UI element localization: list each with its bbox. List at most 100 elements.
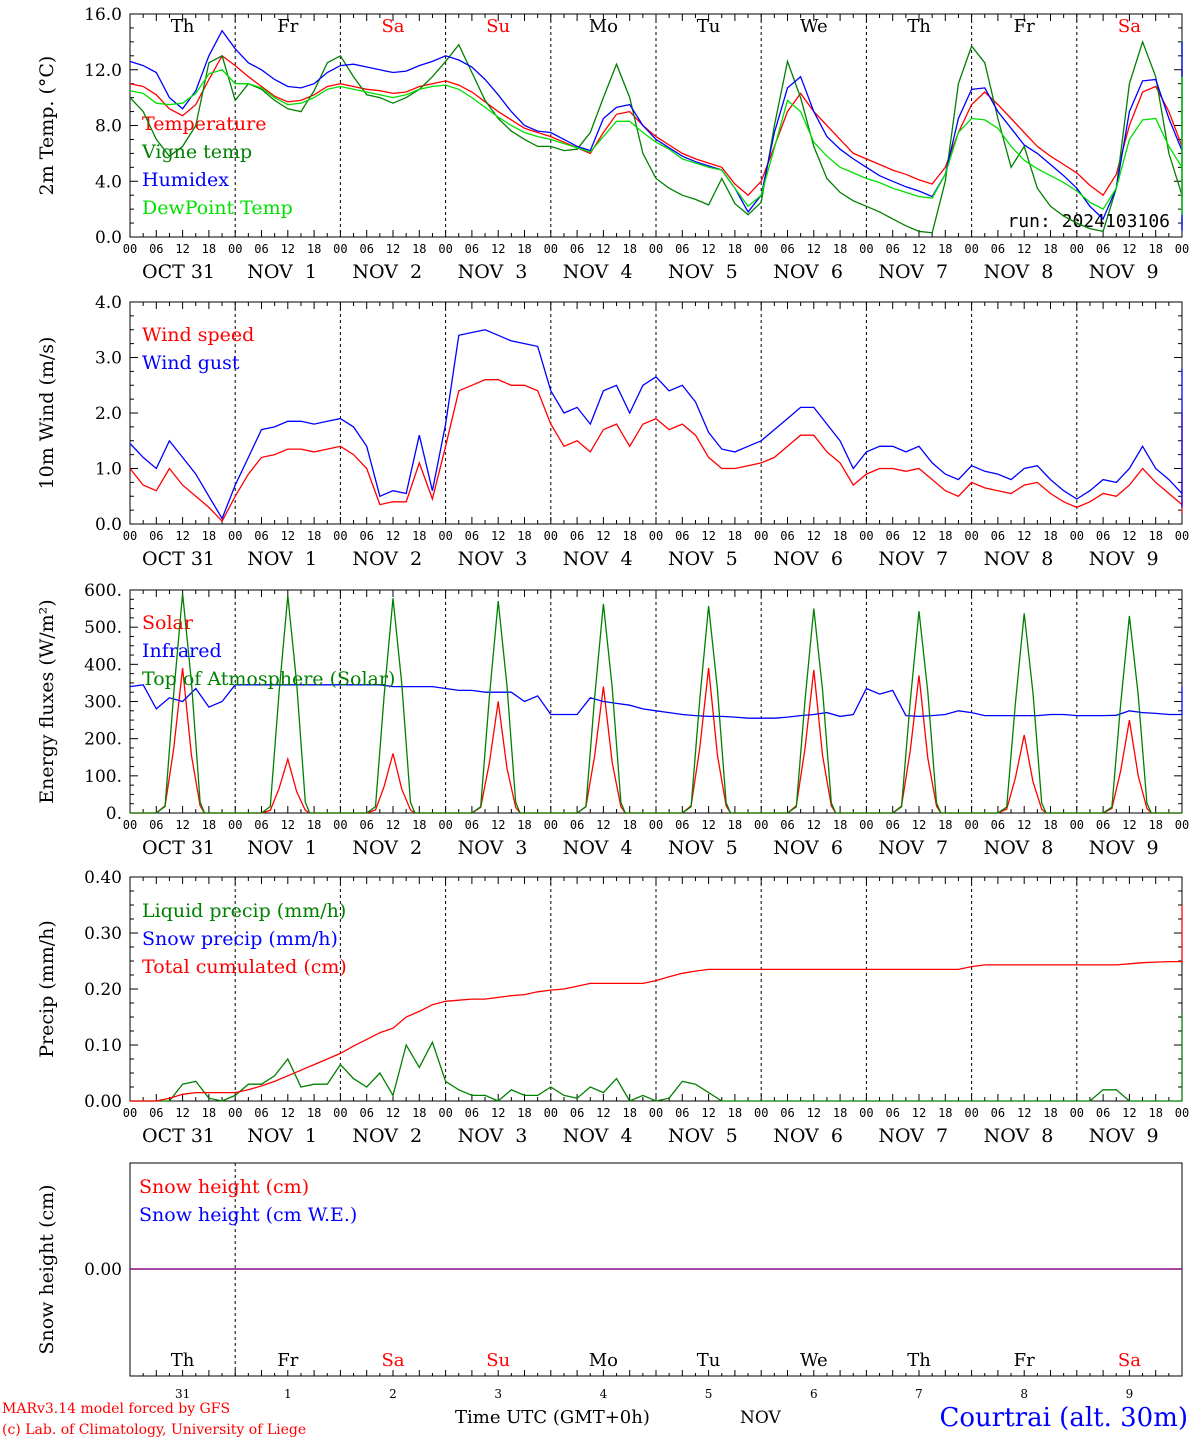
weekday-label: Th [907, 1350, 931, 1371]
hour-label: 00 [544, 242, 558, 256]
hour-label: 12 [596, 818, 610, 832]
hour-label: 12 [807, 1106, 821, 1120]
footer-model: MARv3.14 model forced by GFS [2, 1401, 230, 1417]
y-axis-label: 10m Wind (m/s) [36, 337, 58, 490]
hour-label: 06 [254, 818, 268, 832]
hour-label: 00 [228, 242, 242, 256]
y-axis-label: Energy fluxes (W/m²) [36, 599, 58, 803]
weekday-label: Th [907, 16, 931, 37]
hour-label: 12 [701, 529, 715, 543]
hour-label: 12 [596, 529, 610, 543]
hour-label: 00 [228, 1106, 242, 1120]
date-label: NOV 8 [984, 1125, 1054, 1147]
hour-label: 18 [307, 1106, 321, 1120]
hour-label: 00 [649, 1106, 663, 1120]
footer-station: Courtrai (alt. 30m) [940, 1403, 1189, 1433]
hour-label: 12 [807, 529, 821, 543]
panel-2: 00 06 12 18 00 06 12 18 00 06 12 18 00 06 12 18 00 06 12 18… [36, 293, 1189, 570]
hour-label: 00 [964, 1106, 978, 1120]
y-tick-label: 0. [106, 804, 122, 824]
hour-label: 18 [202, 818, 216, 832]
hour-label: 06 [254, 242, 268, 256]
y-tick-label: 400. [84, 655, 122, 675]
hour-label: 00 [123, 818, 137, 832]
hour-label: 00 [754, 1106, 768, 1120]
weekday-label: We [800, 1350, 828, 1371]
hour-label: 18 [622, 242, 636, 256]
hour-label: 06 [254, 529, 268, 543]
hour-label: 12 [175, 1106, 189, 1120]
hour-label: 12 [807, 242, 821, 256]
hour-label: 18 [307, 242, 321, 256]
hour-label: 12 [386, 529, 400, 543]
hour-label: 12 [1122, 1106, 1136, 1120]
hour-label: 18 [517, 1106, 531, 1120]
hour-label: 00 [964, 242, 978, 256]
legend-entry: Humidex [142, 169, 229, 191]
hour-label: 18 [728, 818, 742, 832]
hour-label: 18 [833, 818, 847, 832]
y-tick-label: 12.0 [84, 61, 122, 81]
hour-label: 18 [412, 529, 426, 543]
hour-label: 00 [123, 242, 137, 256]
hour-label: 18 [622, 1106, 636, 1120]
weekday-label: We [800, 16, 828, 37]
hour-label: 00 [333, 242, 347, 256]
panel-4: 00 06 12 18 00 06 12 18 00 06 12 18 00 06 12 18 00 06 12 18… [36, 868, 1189, 1147]
hour-label: 12 [386, 818, 400, 832]
hour-label: 18 [517, 529, 531, 543]
hour-label: 18 [1148, 529, 1162, 543]
legend-entry: Snow height (cm W.E.) [139, 1204, 357, 1226]
hour-label: 00 [1175, 1106, 1189, 1120]
date-label: NOV 4 [563, 1125, 633, 1147]
hour-label: 00 [859, 529, 873, 543]
hour-label: 00 [1070, 242, 1084, 256]
hour-label: 18 [1043, 529, 1057, 543]
hour-label: 00 [544, 1106, 558, 1120]
hour-label: 12 [1122, 242, 1136, 256]
plot-frame [129, 589, 1183, 814]
series-line-total-cumulated-cm- [130, 905, 1183, 1102]
hour-label: 12 [1122, 818, 1136, 832]
series-line-liquid-precip-mm-h- [130, 1014, 1183, 1102]
y-axis-label: Precip (mm/h) [36, 920, 58, 1058]
weekday-label: Sa [1118, 1350, 1141, 1371]
hour-label: 18 [938, 1106, 952, 1120]
series-line-wind-gust [129, 329, 1183, 520]
date-label: NOV 2 [352, 261, 422, 283]
hour-label: 12 [701, 818, 715, 832]
hour-label: 18 [202, 242, 216, 256]
run-annotation: run: 2024103106 [1007, 211, 1170, 232]
hour-label: 00 [438, 1106, 452, 1120]
hour-label: 00 [859, 818, 873, 832]
y-tick-label: 0.10 [84, 1036, 122, 1056]
hour-label: 18 [622, 529, 636, 543]
hour-label: 12 [1017, 1106, 1031, 1120]
hour-label: 18 [517, 242, 531, 256]
date-label: NOV 5 [668, 261, 738, 283]
hour-label: 06 [465, 242, 479, 256]
hour-label: 06 [991, 529, 1005, 543]
date-label: NOV 5 [668, 1125, 738, 1147]
hour-label: 06 [780, 529, 794, 543]
y-tick-label: 4.0 [95, 172, 122, 192]
hour-label: 00 [123, 1106, 137, 1120]
hour-label: 06 [780, 818, 794, 832]
weekday-label: Tu [697, 16, 721, 37]
hour-label: 18 [1148, 242, 1162, 256]
series-line-top-of-atmosphere-solar- [130, 593, 1182, 814]
hour-label: 12 [175, 818, 189, 832]
hour-label: 18 [307, 529, 321, 543]
weekday-label: Fr [277, 16, 298, 37]
hour-label: 06 [675, 818, 689, 832]
hour-label: 12 [386, 242, 400, 256]
hour-label: 12 [1017, 242, 1031, 256]
hour-label: 00 [964, 818, 978, 832]
day-number: 8 [1020, 1387, 1028, 1401]
legend-entry: Top of Atmosphere (Solar) [142, 668, 395, 690]
date-label: NOV 1 [247, 261, 317, 283]
date-label: NOV 3 [458, 837, 528, 859]
date-label: NOV 4 [563, 837, 633, 859]
hour-label: 06 [991, 818, 1005, 832]
weekday-label: Su [486, 1350, 510, 1371]
